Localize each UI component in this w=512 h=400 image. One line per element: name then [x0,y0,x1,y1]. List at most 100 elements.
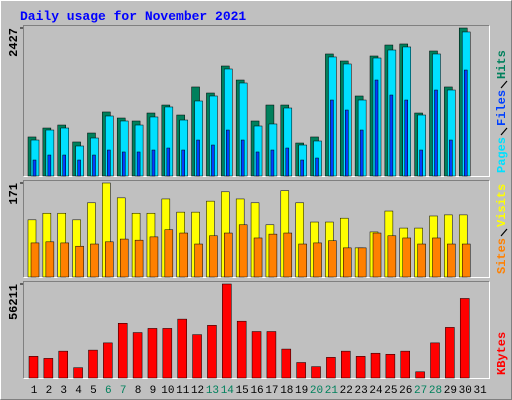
bar [359,129,364,177]
y-tick-label: 2427 [7,28,21,57]
bar [404,99,408,177]
bar [107,149,111,177]
bar [164,229,174,278]
y-tick-label: 171 [7,183,21,205]
x-tick-label: 28 [429,385,442,397]
bar [355,356,366,379]
bar [177,318,187,379]
bar [90,243,99,278]
bar [419,149,423,177]
legend-separator [500,127,508,136]
bar [236,320,247,379]
bar [268,233,278,278]
x-tick-label: 15 [236,385,249,397]
bar [402,237,411,278]
bar [330,99,334,177]
x-tick-label: 3 [60,385,67,397]
x-tick-label: 19 [295,385,308,397]
bar [105,241,114,278]
bar [255,151,260,177]
x-tick-label: 12 [191,385,204,397]
legend-separator [500,228,508,237]
bar [45,241,55,278]
bar [196,139,200,177]
bar [62,154,66,177]
bar [387,235,397,278]
x-tick-label: 16 [250,385,263,397]
x-tick-label: 14 [221,385,235,397]
bar [60,242,69,278]
bar [222,283,232,379]
bar [459,298,470,379]
x-tick-label: 13 [206,385,219,397]
x-tick-label: 21 [325,385,339,397]
bar [132,332,143,379]
bar [357,247,367,278]
bar [238,224,248,278]
x-tick-label: 9 [150,385,157,397]
bar [162,328,173,379]
bar [313,242,322,278]
bar [43,358,54,379]
x-tick-label: 23 [355,385,368,397]
bar [194,243,203,278]
bar [226,129,230,177]
x-tick-label: 8 [135,385,142,397]
plot-bevel-light [23,180,490,278]
bar [134,239,144,278]
x-tick-label: 10 [161,385,174,397]
plot-bevel-dark [23,25,490,177]
legend-label: Visits [495,184,509,227]
x-tick-label: 26 [399,385,412,397]
x-tick-label: 2 [46,385,53,397]
bar [73,367,83,379]
bar [430,342,440,379]
x-tick-label: 31 [473,385,487,397]
bar [434,89,438,177]
legend-label: Files [495,90,509,126]
x-tick-label: 29 [444,385,457,397]
bar [149,236,159,278]
bar [103,342,113,379]
x-tick-label: 18 [280,385,293,397]
bar [240,139,245,177]
bar [251,331,262,379]
bar [341,350,351,379]
bar [77,159,81,177]
bar [449,139,453,177]
bar [315,157,319,177]
bar [88,349,98,379]
bar [328,240,337,278]
bar [296,362,306,379]
bar [117,323,128,379]
bar [58,350,68,379]
bar [30,242,40,278]
bar [47,154,52,177]
bar [417,243,426,278]
x-tick-label: 17 [265,385,278,397]
bar [266,331,277,379]
x-tick-label: 7 [120,385,127,397]
bar [147,328,158,379]
bar [211,144,215,177]
bar [207,325,217,379]
bar [300,159,304,177]
plot-bevel-light [23,25,490,177]
bar [209,235,218,278]
bar [389,94,394,177]
bar [400,350,410,379]
bar [372,232,382,278]
bar [151,149,156,177]
bar [32,159,37,177]
x-tick-label: 24 [369,385,383,397]
bar [270,149,275,177]
bar [385,353,396,379]
bar [121,151,126,177]
x-tick-label: 6 [105,385,112,397]
bar [370,352,381,379]
bar [445,327,455,379]
plot-bevel-dark [23,180,490,278]
y-tick-label: 56211 [7,284,21,320]
bar [181,149,185,177]
legend-label: KBytes [495,332,509,375]
